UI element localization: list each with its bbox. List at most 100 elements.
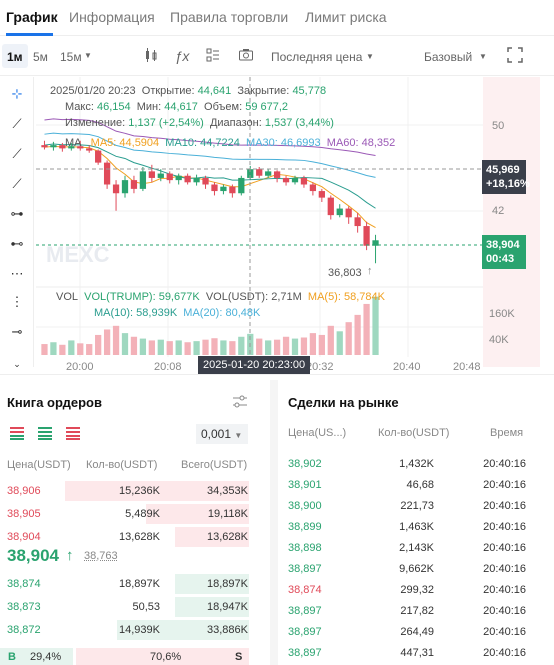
trade-row[interactable]: 38,900 221,73 20:40:16 xyxy=(288,495,552,516)
volume-bar xyxy=(77,343,84,355)
view-asks-icon[interactable] xyxy=(66,426,80,443)
trade-time: 20:40:16 xyxy=(483,626,526,638)
camera-icon[interactable] xyxy=(237,47,255,65)
ask-row[interactable]: 38,906 15,236K 34,353K xyxy=(0,480,265,502)
trade-price: 38,874 xyxy=(288,584,322,596)
y-tick: 42 xyxy=(492,205,505,217)
candle-body xyxy=(211,184,218,192)
vol-tick: 40K xyxy=(489,334,509,346)
segment-icon[interactable]: ⋯ xyxy=(10,266,24,281)
ma60-line xyxy=(44,118,376,157)
trade-row[interactable]: 38,897 447,31 20:40:16 xyxy=(288,642,552,663)
high-price-value: 45,969 xyxy=(486,164,520,176)
ask-row[interactable]: 38,904 13,628K 13,628K xyxy=(0,526,265,548)
price-line-icon[interactable]: ⊸ xyxy=(11,324,23,339)
price-type-select[interactable]: Последняя цена xyxy=(271,50,363,64)
volume-bar xyxy=(220,340,227,355)
tab-trading-rules[interactable]: Правила торговли xyxy=(170,9,289,25)
trade-row[interactable]: 38,897 9,662K 20:40:16 xyxy=(288,558,552,579)
ask-qty: 13,628K xyxy=(119,531,160,543)
horizontal-ray-icon[interactable]: ⊷ xyxy=(10,236,24,251)
ask-depth-bar xyxy=(146,504,249,524)
trade-price: 38,897 xyxy=(288,626,322,638)
trade-time: 20:40:16 xyxy=(483,647,526,659)
candle-body xyxy=(309,184,317,192)
bid-qty: 18,897K xyxy=(119,578,160,590)
candle-body xyxy=(139,171,147,189)
tab-info[interactable]: Информация xyxy=(69,9,155,25)
price-axis-background xyxy=(483,77,540,367)
trade-qty: 2,143K xyxy=(399,542,434,554)
view-mode-select[interactable]: Базовый xyxy=(424,50,473,64)
trade-time: 20:40:16 xyxy=(483,584,526,596)
trade-row[interactable]: 38,901 46,68 20:40:16 xyxy=(288,474,552,495)
chart-area[interactable]: ⊹ ⟋ ⟋ ⟋ ⊶ ⊷ ⋯ ⋮ ⊸ ⌄ MEXC 2025/01/20 20:2… xyxy=(0,77,554,375)
bid-row[interactable]: 38,874 18,897K 18,897K xyxy=(0,573,265,595)
legend-range-label: Диапазон: xyxy=(209,117,262,129)
sliders-icon[interactable] xyxy=(232,394,250,412)
chevron-down-icon[interactable]: ▼ xyxy=(366,52,374,61)
chevron-down-icon[interactable]: ▼ xyxy=(479,52,487,61)
parallel-line-icon[interactable]: ⟋ xyxy=(12,176,22,191)
ray-line-icon[interactable]: ⟋ xyxy=(12,146,22,161)
trades-time-header: Время xyxy=(490,427,524,439)
indicators-icon[interactable]: ƒx xyxy=(174,48,190,64)
y-tick: 50 xyxy=(492,120,505,132)
ask-row[interactable]: 38,905 5,489K 19,118K xyxy=(0,503,265,525)
x-tick: 20:32 xyxy=(306,361,334,373)
trade-qty: 9,662K xyxy=(399,563,434,575)
candle-body xyxy=(95,150,102,163)
volume-bar xyxy=(354,314,361,355)
trade-row[interactable]: 38,899 1,463K 20:40:16 xyxy=(288,516,552,537)
candle-body xyxy=(121,180,129,194)
candle-body xyxy=(291,177,299,183)
trade-price: 38,897 xyxy=(288,563,322,575)
trade-time: 20:40:16 xyxy=(483,521,526,533)
volume-bar xyxy=(238,336,245,355)
candle-body xyxy=(86,148,93,151)
timeframe-1m[interactable]: 1м xyxy=(7,50,23,64)
bid-total: 33,886K xyxy=(207,624,248,636)
candle-body xyxy=(77,146,84,149)
candle-body xyxy=(256,169,263,176)
volume-bar xyxy=(336,331,343,355)
timeframe-5m[interactable]: 5м xyxy=(33,50,48,64)
crosshair-icon[interactable]: ⊹ xyxy=(11,86,23,101)
trend-line-icon[interactable]: ⟋ xyxy=(12,116,22,131)
trade-row[interactable]: 38,874 299,32 20:40:16 xyxy=(288,579,552,600)
ask-total: 19,118K xyxy=(207,508,248,520)
trade-row[interactable]: 38,898 2,143K 20:40:16 xyxy=(288,537,552,558)
trade-row[interactable]: 38,897 264,49 20:40:16 xyxy=(288,621,552,642)
horizontal-line-icon[interactable]: ⊶ xyxy=(10,206,24,221)
bid-row[interactable]: 38,872 14,939K 33,886K xyxy=(0,619,265,641)
x-tick: 20:48 xyxy=(453,361,481,373)
tab-risk-limit[interactable]: Лимит риска xyxy=(305,9,387,25)
ask-total: 34,353K xyxy=(207,485,248,497)
vertical-line-icon[interactable]: ⋮ xyxy=(10,294,24,309)
timeframe-dropdown-icon[interactable]: ▼ xyxy=(84,51,92,60)
view-both-icon[interactable] xyxy=(10,426,24,443)
expand-tools-icon[interactable]: ⌄ xyxy=(13,359,21,369)
bid-row[interactable]: 38,873 50,53 18,947K xyxy=(0,596,265,618)
candle-body xyxy=(300,177,308,185)
fullscreen-icon[interactable] xyxy=(506,47,524,65)
view-bids-icon[interactable] xyxy=(38,426,52,443)
trade-row[interactable]: 38,897 217,82 20:40:16 xyxy=(288,600,552,621)
volume-bar xyxy=(327,325,334,355)
precision-select[interactable]: 0,001 ▼ xyxy=(196,424,248,444)
tab-chart[interactable]: График xyxy=(6,9,58,25)
trade-row[interactable]: 38,902 1,432K 20:40:16 xyxy=(288,453,552,474)
legend-high: 46,154 xyxy=(96,101,131,113)
price-chart[interactable]: MEXC xyxy=(0,77,554,375)
volume-bar xyxy=(229,341,236,355)
trade-price: 38,902 xyxy=(288,458,322,470)
candle-type-icon[interactable] xyxy=(142,47,160,65)
timeframe-15m[interactable]: 15м xyxy=(60,50,82,64)
chevron-down-icon: ▼ xyxy=(234,431,243,440)
trade-price: 38,897 xyxy=(288,605,322,617)
settings-list-icon[interactable] xyxy=(204,47,222,65)
candle-body xyxy=(202,177,209,185)
candle-body xyxy=(220,186,227,192)
ma10-value: MA10: 44,7224 xyxy=(165,137,240,149)
